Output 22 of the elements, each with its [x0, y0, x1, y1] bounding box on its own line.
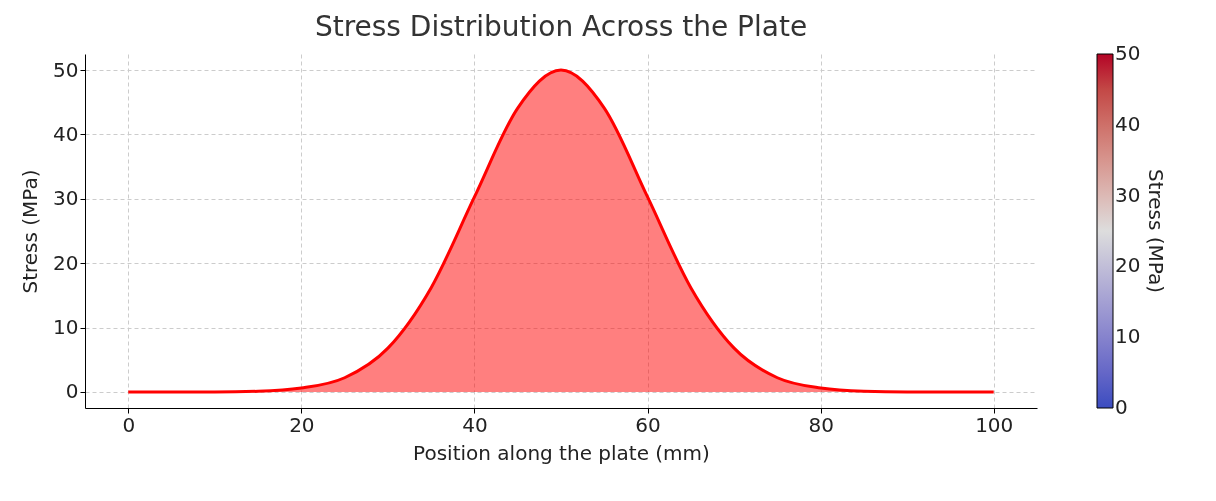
- color-bar-label: 40: [1115, 111, 1141, 136]
- y-tick-label: 0: [65, 379, 79, 404]
- x-tick-label: 60: [635, 412, 661, 437]
- color-bar-label: 10: [1115, 324, 1141, 349]
- x-tick-label: 100: [975, 412, 1014, 437]
- y-tick-label: 30: [53, 186, 79, 211]
- x-tick-label: 20: [289, 412, 315, 437]
- y-tick-label: 40: [53, 121, 79, 146]
- y-tick-label: 20: [53, 250, 79, 275]
- x-tick-label: 80: [808, 412, 834, 437]
- color-bar-title: Stress (MPa): [1144, 168, 1168, 294]
- color-bar-label: 30: [1115, 182, 1141, 207]
- y-axis-title: Stress (MPa): [18, 169, 43, 294]
- chart-title: Stress Distribution Across the Plate: [314, 10, 808, 43]
- x-axis-title: Position along the plate (mm): [413, 440, 710, 465]
- y-tick-label: 50: [53, 57, 79, 82]
- color-bar-label: 50: [1115, 41, 1141, 65]
- y-tick-label: 10: [53, 315, 79, 340]
- color-bar-label: 0: [1115, 395, 1128, 419]
- x-tick-label: 0: [122, 412, 136, 437]
- color-bar-label: 20: [1115, 253, 1141, 278]
- x-tick-label: 40: [462, 412, 488, 437]
